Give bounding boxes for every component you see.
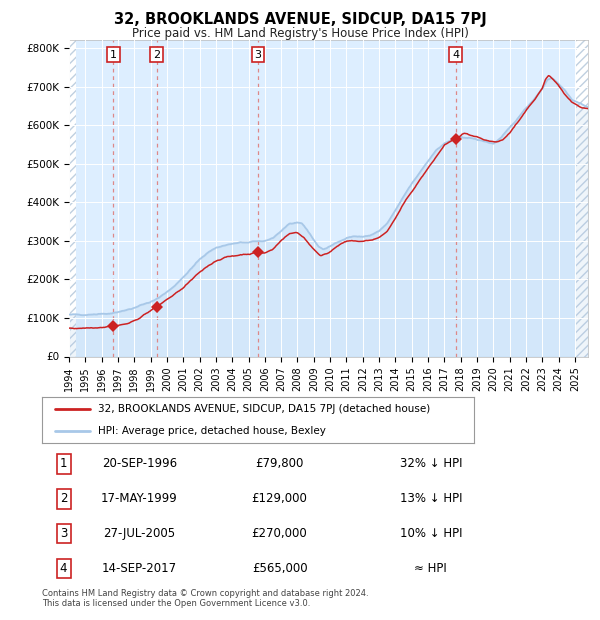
Text: 1: 1 xyxy=(110,50,117,60)
Text: 10% ↓ HPI: 10% ↓ HPI xyxy=(400,527,462,540)
Text: 2: 2 xyxy=(153,50,160,60)
Text: 17-MAY-1999: 17-MAY-1999 xyxy=(101,492,178,505)
Bar xyxy=(576,40,588,356)
Text: 32, BROOKLANDS AVENUE, SIDCUP, DA15 7PJ: 32, BROOKLANDS AVENUE, SIDCUP, DA15 7PJ xyxy=(113,12,487,27)
Text: £270,000: £270,000 xyxy=(252,527,307,540)
Text: 1: 1 xyxy=(60,458,67,471)
Text: Price paid vs. HM Land Registry's House Price Index (HPI): Price paid vs. HM Land Registry's House … xyxy=(131,27,469,40)
Text: 32% ↓ HPI: 32% ↓ HPI xyxy=(400,458,462,471)
Text: 32, BROOKLANDS AVENUE, SIDCUP, DA15 7PJ (detached house): 32, BROOKLANDS AVENUE, SIDCUP, DA15 7PJ … xyxy=(98,404,430,414)
Text: Contains HM Land Registry data © Crown copyright and database right 2024.
This d: Contains HM Land Registry data © Crown c… xyxy=(42,589,368,608)
Text: 4: 4 xyxy=(452,50,460,60)
Text: £129,000: £129,000 xyxy=(251,492,308,505)
Text: 2: 2 xyxy=(60,492,67,505)
Text: 13% ↓ HPI: 13% ↓ HPI xyxy=(400,492,462,505)
Text: 20-SEP-1996: 20-SEP-1996 xyxy=(101,458,177,471)
Bar xyxy=(69,40,76,356)
Text: ≈ HPI: ≈ HPI xyxy=(415,562,447,575)
Text: 4: 4 xyxy=(60,562,67,575)
Text: 27-JUL-2005: 27-JUL-2005 xyxy=(103,527,175,540)
Text: HPI: Average price, detached house, Bexley: HPI: Average price, detached house, Bexl… xyxy=(98,426,326,436)
Text: 14-SEP-2017: 14-SEP-2017 xyxy=(101,562,177,575)
Text: £79,800: £79,800 xyxy=(256,458,304,471)
Text: 3: 3 xyxy=(254,50,262,60)
Text: 3: 3 xyxy=(60,527,67,540)
Text: £565,000: £565,000 xyxy=(252,562,307,575)
